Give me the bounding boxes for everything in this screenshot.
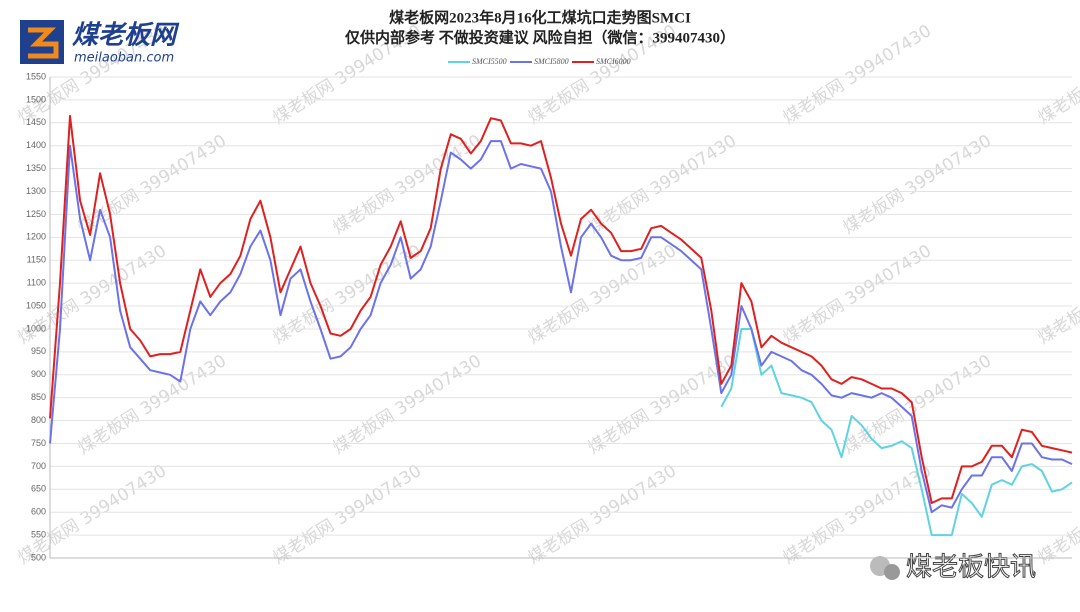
wechat-icon <box>884 564 900 580</box>
logo-mark <box>28 27 59 59</box>
y-tick-label: 800 <box>31 415 46 425</box>
series-line <box>49 114 1073 504</box>
y-tick-label: 1300 <box>26 186 46 196</box>
y-tick-label: 1150 <box>27 255 46 265</box>
y-tick-label: 1200 <box>26 232 46 242</box>
y-tick-label: 1450 <box>26 117 46 127</box>
footer-brand-text: 煤老板快讯 <box>906 553 1036 583</box>
y-tick-label: 500 <box>31 552 46 562</box>
y-tick-label: 750 <box>31 438 46 448</box>
legend-label: SMCI6000 <box>596 57 631 66</box>
y-tick-label: 700 <box>31 461 46 471</box>
y-tick-label: 950 <box>31 346 46 356</box>
footer-brand: 煤老板快讯 <box>870 552 1037 583</box>
y-tick-label: 1100 <box>27 278 46 288</box>
chart-subtitle: 仅供内部参考 不做投资建议 风险自担（微信：399407430） <box>344 28 735 46</box>
y-tick-label: 1500 <box>26 94 46 104</box>
chart-title: 煤老板网2023年8月16化工煤坑口走势图SMCI <box>389 8 691 26</box>
y-tick-label: 650 <box>31 484 46 494</box>
y-tick-label: 1550 <box>26 71 46 81</box>
y-tick-label: 850 <box>31 392 46 402</box>
logo: 煤老板网 meilaoban.com <box>20 20 180 66</box>
y-tick-label: 1400 <box>26 140 46 150</box>
legend-label: SMCI5500 <box>472 57 507 66</box>
legend-label: SMCI5800 <box>534 57 569 66</box>
y-tick-label: 900 <box>31 369 46 379</box>
logo-name: 煤老板网 <box>72 21 180 51</box>
y-tick-label: 1000 <box>26 323 46 333</box>
y-tick-label: 1050 <box>26 300 46 310</box>
series-line <box>720 328 1073 537</box>
series-line <box>49 140 1073 514</box>
y-tick-label: 600 <box>31 507 46 517</box>
y-tick-label: 1350 <box>26 163 46 173</box>
y-tick-label: 1250 <box>26 209 46 219</box>
logo-domain: meilaoban.com <box>74 51 174 66</box>
y-tick-label: 550 <box>31 529 46 539</box>
